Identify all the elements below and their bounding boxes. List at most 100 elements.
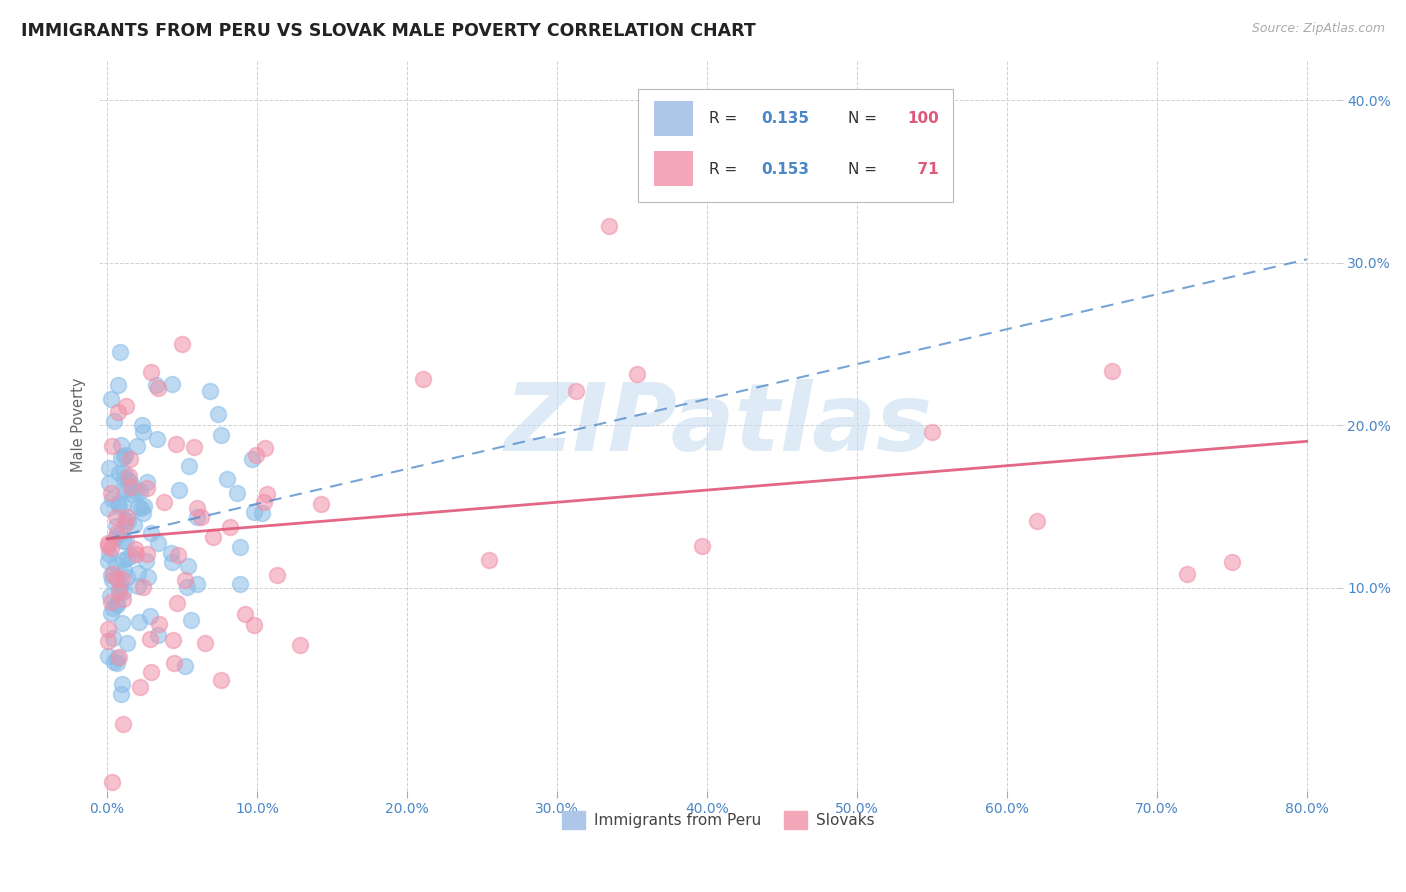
Text: 71: 71 — [907, 162, 939, 178]
Point — [136, 570, 159, 584]
Point — [122, 518, 145, 533]
Point — [240, 452, 263, 467]
Point — [118, 452, 141, 467]
Point — [112, 534, 135, 549]
Point — [100, 541, 122, 555]
Point — [97, 622, 120, 636]
Point — [108, 584, 131, 599]
Point — [112, 498, 135, 512]
Point — [110, 450, 132, 465]
Point — [166, 596, 188, 610]
Point — [173, 574, 195, 588]
Point — [235, 607, 257, 622]
Point — [167, 549, 190, 563]
Point — [107, 496, 129, 510]
Point — [117, 514, 139, 528]
Point — [118, 469, 141, 483]
Point — [139, 365, 162, 379]
Text: N =: N = — [848, 162, 877, 178]
Point — [146, 535, 169, 549]
Point — [107, 378, 129, 392]
Point — [229, 577, 252, 591]
Point — [114, 533, 136, 548]
Point — [146, 382, 169, 396]
Point — [1101, 364, 1123, 378]
Point — [129, 500, 152, 515]
Point — [104, 531, 127, 545]
Point — [127, 579, 149, 593]
Point — [103, 655, 125, 669]
Point — [120, 549, 142, 563]
Point — [114, 513, 136, 527]
Point — [209, 427, 232, 442]
Point — [127, 566, 149, 581]
Point — [97, 554, 120, 568]
Point — [108, 500, 131, 514]
Point — [198, 384, 221, 398]
Point — [690, 540, 713, 554]
Point — [125, 547, 148, 561]
Point — [160, 377, 183, 392]
Point — [194, 636, 217, 650]
Point — [97, 536, 120, 550]
Point — [108, 650, 131, 665]
Point — [108, 527, 131, 541]
Text: R =: R = — [710, 111, 742, 126]
Point — [139, 632, 162, 647]
Point — [103, 414, 125, 428]
Point — [186, 577, 208, 591]
Point — [921, 425, 943, 439]
Point — [101, 775, 124, 789]
Point — [165, 436, 187, 450]
Point — [111, 572, 134, 586]
Point — [252, 506, 274, 520]
Point — [160, 546, 183, 560]
Point — [176, 580, 198, 594]
Point — [253, 441, 276, 455]
Point — [129, 680, 152, 694]
Point — [174, 659, 197, 673]
Point — [98, 589, 121, 603]
Point — [132, 580, 155, 594]
Point — [100, 485, 122, 500]
Point — [256, 487, 278, 501]
Point — [115, 399, 138, 413]
Point — [179, 458, 201, 473]
Point — [226, 486, 249, 500]
Point — [115, 636, 138, 650]
Point — [183, 441, 205, 455]
Point — [121, 486, 143, 500]
Point — [98, 547, 121, 561]
Point — [105, 656, 128, 670]
Point — [190, 509, 212, 524]
Point — [211, 673, 233, 688]
Point — [105, 651, 128, 665]
Point — [167, 483, 190, 498]
Point — [139, 526, 162, 541]
Point — [217, 473, 239, 487]
Point — [180, 613, 202, 627]
Point — [105, 596, 128, 610]
Point — [101, 566, 124, 581]
Point — [108, 582, 131, 596]
Point — [162, 633, 184, 648]
Text: Source: ZipAtlas.com: Source: ZipAtlas.com — [1251, 22, 1385, 36]
Point — [110, 438, 132, 452]
Point — [114, 517, 136, 532]
Bar — [654, 102, 693, 136]
Point — [97, 476, 120, 491]
Point — [243, 618, 266, 632]
Point — [97, 539, 120, 553]
Point — [139, 608, 162, 623]
Point — [107, 405, 129, 419]
Point — [186, 501, 208, 516]
Point — [101, 631, 124, 645]
Point — [139, 665, 162, 679]
Legend: Immigrants from Peru, Slovaks: Immigrants from Peru, Slovaks — [555, 805, 880, 836]
Point — [120, 480, 142, 494]
Point — [110, 687, 132, 701]
Point — [146, 627, 169, 641]
Point — [112, 450, 135, 464]
Point — [112, 467, 135, 481]
Point — [136, 481, 159, 495]
